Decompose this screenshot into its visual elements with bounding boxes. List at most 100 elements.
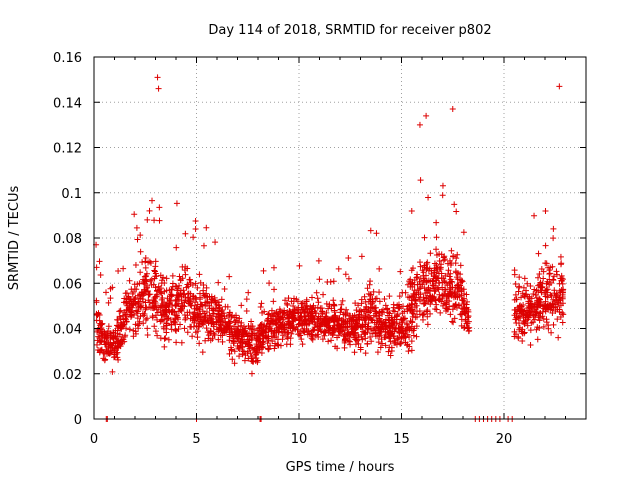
- data-point: [540, 268, 547, 275]
- data-point: [413, 313, 420, 320]
- data-point: [128, 309, 135, 316]
- data-point: [248, 370, 255, 377]
- data-point: [307, 315, 314, 322]
- data-point: [367, 227, 374, 234]
- data-point: [144, 315, 151, 322]
- data-point: [139, 310, 146, 317]
- data-point: [152, 328, 159, 335]
- data-point: [337, 328, 344, 335]
- data-point: [125, 303, 132, 310]
- data-point: [556, 306, 563, 313]
- data-point: [420, 294, 427, 301]
- data-point: [340, 311, 347, 318]
- data-point: [359, 321, 366, 328]
- data-point: [123, 290, 130, 297]
- y-tick-label: 0.04: [53, 323, 82, 338]
- data-point: [144, 288, 151, 295]
- data-point: [118, 337, 125, 344]
- data-point: [382, 316, 389, 323]
- data-point: [414, 271, 421, 278]
- data-point: [330, 278, 337, 285]
- data-point: [173, 302, 180, 309]
- data-point: [174, 300, 181, 307]
- data-point: [259, 326, 266, 333]
- data-point: [200, 242, 207, 249]
- data-point: [194, 312, 201, 319]
- data-point: [179, 263, 186, 270]
- data-point: [416, 307, 423, 314]
- data-point: [137, 248, 144, 255]
- data-point: [322, 321, 329, 328]
- data-point: [337, 306, 344, 313]
- data-point: [527, 283, 534, 290]
- data-point: [364, 285, 371, 292]
- data-point: [142, 255, 149, 262]
- data-point: [406, 278, 413, 285]
- data-point: [314, 295, 321, 302]
- data-point: [343, 306, 350, 313]
- data-point: [456, 302, 463, 309]
- data-point: [358, 333, 365, 340]
- data-point: [404, 341, 411, 348]
- data-point: [427, 286, 434, 293]
- data-point: [339, 323, 346, 330]
- data-point: [329, 315, 336, 322]
- data-point: [433, 269, 440, 276]
- data-point: [328, 305, 335, 312]
- x-tick-label: 5: [192, 432, 200, 447]
- data-point: [390, 318, 397, 325]
- data-point: [173, 291, 180, 298]
- data-point: [123, 325, 130, 332]
- data-point: [144, 284, 151, 291]
- data-point: [437, 295, 444, 302]
- data-point: [378, 329, 385, 336]
- data-point: [311, 324, 318, 331]
- data-point: [448, 247, 455, 254]
- data-point: [268, 307, 275, 314]
- data-point: [519, 337, 526, 344]
- data-point: [182, 230, 189, 237]
- data-point: [152, 263, 159, 270]
- data-point: [416, 121, 423, 128]
- data-point: [280, 309, 287, 316]
- data-point: [542, 207, 549, 214]
- data-point: [536, 296, 543, 303]
- data-point: [445, 293, 452, 300]
- data-point: [163, 303, 170, 310]
- data-point: [387, 352, 394, 359]
- data-point: [536, 271, 543, 278]
- data-point: [245, 331, 252, 338]
- data-point: [282, 297, 289, 304]
- data-point: [173, 200, 180, 207]
- y-axis-label: SRMTID / TECUs: [7, 186, 22, 291]
- data-point: [194, 328, 201, 335]
- data-point: [288, 298, 295, 305]
- data-point: [122, 315, 129, 322]
- data-point: [176, 273, 183, 280]
- data-point: [267, 325, 274, 332]
- data-point: [248, 326, 255, 333]
- data-point: [534, 297, 541, 304]
- data-point: [185, 290, 192, 297]
- data-point: [149, 314, 156, 321]
- data-point: [376, 289, 383, 296]
- data-point: [235, 328, 242, 335]
- data-point: [320, 291, 327, 298]
- data-point: [126, 277, 133, 284]
- data-point: [342, 271, 349, 278]
- data-point: [518, 328, 525, 335]
- data-point: [546, 302, 553, 309]
- data-point: [200, 282, 207, 289]
- data-point: [301, 329, 308, 336]
- data-point: [537, 282, 544, 289]
- data-point: [457, 311, 464, 318]
- data-point: [266, 280, 273, 287]
- data-point: [540, 275, 547, 282]
- data-point: [409, 310, 416, 317]
- data-point: [192, 218, 199, 225]
- data-point: [511, 328, 518, 335]
- data-point: [163, 329, 170, 336]
- x-tick-label: 0: [90, 432, 98, 447]
- data-point: [449, 306, 456, 313]
- data-point: [439, 192, 446, 199]
